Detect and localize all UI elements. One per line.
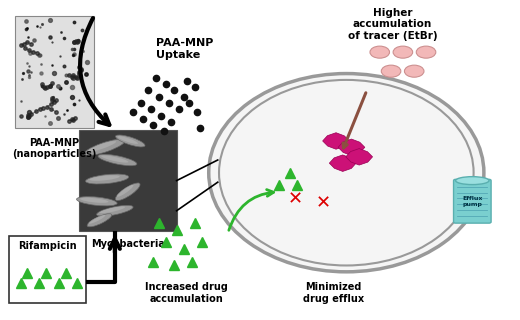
Ellipse shape (98, 154, 137, 166)
Ellipse shape (101, 156, 128, 163)
Ellipse shape (393, 46, 413, 58)
Ellipse shape (118, 136, 138, 144)
Ellipse shape (88, 141, 116, 152)
Ellipse shape (97, 205, 133, 216)
Ellipse shape (84, 139, 125, 156)
Ellipse shape (115, 183, 140, 201)
Ellipse shape (89, 175, 120, 181)
Ellipse shape (88, 215, 106, 224)
Ellipse shape (456, 177, 489, 185)
Ellipse shape (76, 196, 117, 206)
Polygon shape (329, 155, 356, 172)
Ellipse shape (370, 46, 389, 58)
Polygon shape (322, 133, 349, 149)
Ellipse shape (99, 206, 125, 213)
Text: Rifampicin: Rifampicin (18, 241, 77, 251)
Text: Mycobacteria: Mycobacteria (91, 239, 165, 249)
Ellipse shape (80, 198, 109, 203)
Ellipse shape (115, 135, 145, 147)
Ellipse shape (416, 46, 436, 58)
Text: ✕: ✕ (316, 194, 331, 212)
Text: Minimized
drug efflux: Minimized drug efflux (303, 283, 364, 304)
FancyBboxPatch shape (453, 179, 491, 223)
Ellipse shape (87, 214, 112, 227)
Text: Higher
accumulation
of tracer (EtBr): Higher accumulation of tracer (EtBr) (348, 8, 437, 41)
FancyBboxPatch shape (79, 130, 177, 231)
Ellipse shape (209, 74, 484, 272)
Text: Increased drug
accumulation: Increased drug accumulation (146, 283, 228, 304)
Text: Efflux
pump: Efflux pump (462, 196, 483, 207)
Ellipse shape (86, 174, 129, 184)
Polygon shape (346, 148, 372, 165)
Ellipse shape (117, 185, 134, 197)
Text: ✕: ✕ (288, 191, 303, 209)
Ellipse shape (405, 65, 424, 77)
FancyBboxPatch shape (9, 236, 86, 303)
Ellipse shape (381, 65, 401, 77)
Polygon shape (338, 139, 365, 156)
FancyBboxPatch shape (15, 16, 94, 128)
Text: PAA-MNP
(nanoparticles): PAA-MNP (nanoparticles) (12, 138, 97, 159)
Text: PAA-MNP
Uptake: PAA-MNP Uptake (156, 38, 213, 60)
